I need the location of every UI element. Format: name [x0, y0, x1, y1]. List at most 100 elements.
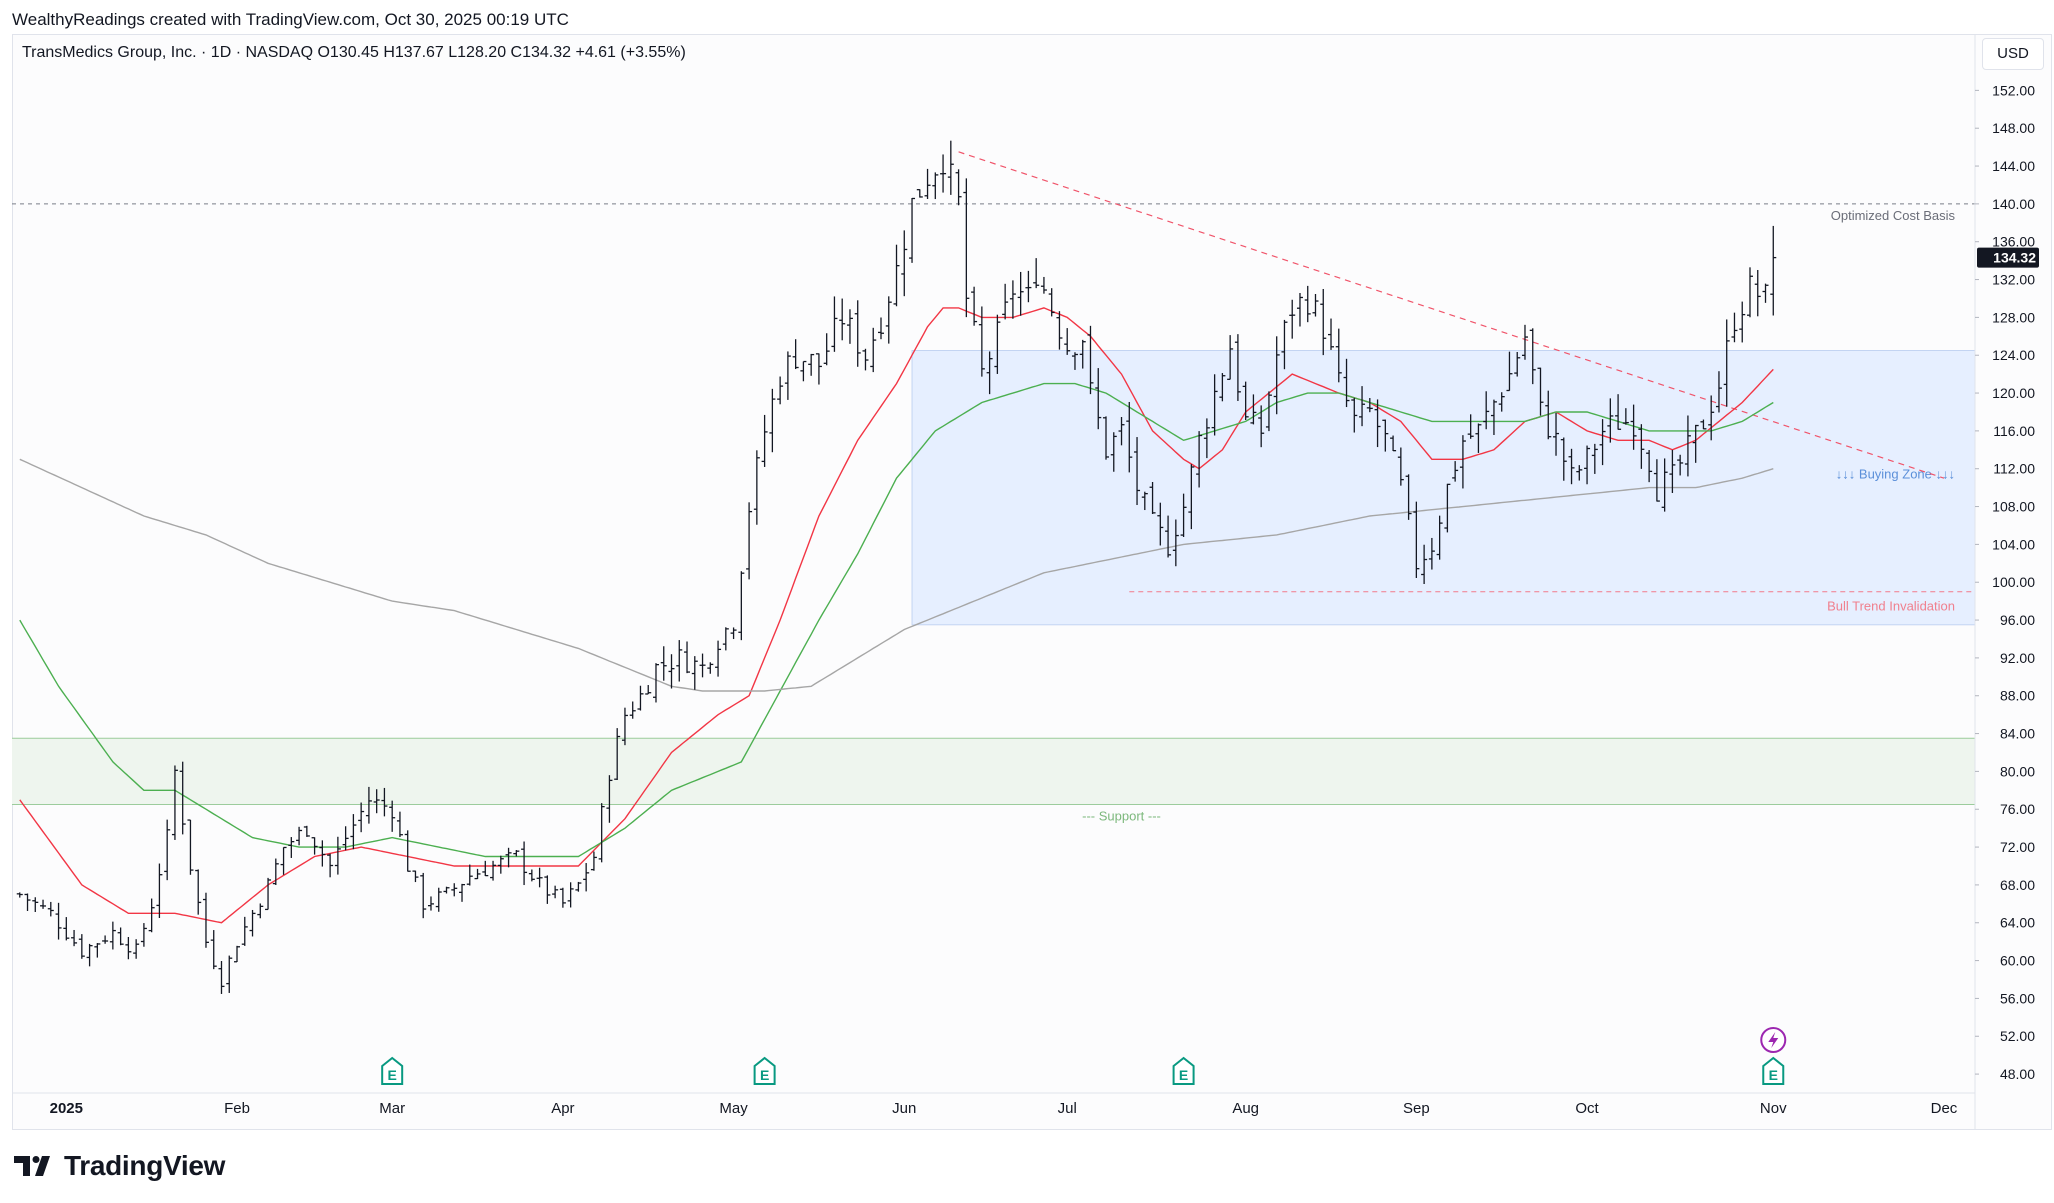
ohlc-bar: [272, 858, 279, 886]
ohlc-bar: [846, 309, 853, 344]
ohlc-bar: [753, 450, 760, 525]
ohlc-bar: [784, 351, 791, 400]
ohlc-bar: [1289, 299, 1296, 339]
ohlc-bar: [94, 943, 101, 958]
ohlc-bar: [226, 955, 233, 993]
ohlc-bar: [497, 855, 504, 874]
ohlc-bar: [893, 244, 900, 307]
ohlc-bar: [1490, 399, 1497, 436]
ohlc-bar: [1723, 319, 1730, 407]
ohlc-bar: [78, 934, 85, 959]
ohlc-bar: [257, 903, 264, 919]
ohlc-bar: [800, 360, 807, 382]
ohlc-bar: [1188, 464, 1195, 530]
ohlc-bar: [1033, 258, 1040, 289]
price-tick-label: 96.00: [2000, 612, 2035, 628]
tradingview-logo-text: TradingView: [64, 1150, 226, 1181]
ohlc-bar: [652, 663, 659, 703]
ohlc-bar: [133, 939, 140, 959]
ohlc-bar: [1002, 283, 1009, 320]
time-tick-label: Jun: [892, 1100, 916, 1117]
ohlc-bar: [1071, 352, 1078, 370]
currency-button[interactable]: USD: [1982, 38, 2044, 70]
price-tick-label: 72.00: [2000, 839, 2035, 855]
price-tick-label: 144.00: [1992, 158, 2035, 174]
ohlc-bar: [1304, 285, 1311, 323]
ohlc-bar: [575, 881, 582, 892]
price-tick-label: 124.00: [1992, 347, 2035, 363]
ohlc-bars: [16, 140, 1777, 994]
buying-zone-label: ↓↓↓ Buying Zone ↓↓↓: [1836, 466, 1955, 481]
price-tick-label: 48.00: [2000, 1066, 2035, 1082]
ohlc-bar: [32, 897, 39, 913]
price-tick-label: 108.00: [1992, 499, 2035, 515]
ohlc-bar: [715, 640, 722, 677]
ohlc-bar: [1421, 544, 1428, 585]
ohlc-bar: [1250, 394, 1257, 425]
ohlc-bar: [365, 786, 372, 824]
ohlc-bar: [676, 640, 683, 682]
ohlc-bar: [389, 800, 396, 832]
ohlc-bar: [1553, 413, 1560, 456]
time-tick-label: Aug: [1232, 1100, 1259, 1117]
ohlc-bar: [1219, 373, 1226, 402]
ohlc-bar: [1630, 404, 1637, 450]
ohlc-bar: [777, 376, 784, 405]
last-price-label: 134.32: [1993, 250, 2036, 266]
support-zone: [12, 738, 1975, 805]
time-tick-label: 2025: [50, 1100, 83, 1117]
ohlc-bar: [1335, 328, 1342, 383]
price-tick-label: 100.00: [1992, 574, 2035, 590]
ohlc-bar: [1646, 449, 1653, 483]
ohlc-bar: [940, 154, 947, 193]
price-tick-label: 84.00: [2000, 726, 2035, 742]
ohlc-bar: [288, 837, 295, 858]
ohlc-bar: [1095, 368, 1102, 430]
ohlc-bar: [234, 945, 241, 963]
price-tick-label: 148.00: [1992, 120, 2035, 136]
ohlc-bar: [1366, 398, 1373, 413]
ohlc-bar: [1351, 397, 1358, 433]
earnings-marker-label: E: [760, 1067, 769, 1083]
ohlc-bar: [327, 853, 334, 878]
earnings-marker-shape: [753, 1056, 776, 1085]
ohlc-bar: [1211, 374, 1218, 436]
ohlc-bar: [427, 896, 434, 911]
price-chart[interactable]: ↓↓↓ Buying Zone ↓↓↓ --- Support --- Optimi…: [0, 0, 2054, 1140]
ohlc-bar: [1459, 435, 1466, 489]
time-tick-label: Nov: [1760, 1100, 1787, 1117]
ohlc-bar: [1064, 328, 1071, 355]
ohlc-bar: [901, 230, 908, 297]
ohlc-bar: [1576, 465, 1583, 481]
ohlc-bar: [1312, 294, 1319, 317]
ohlc-bar: [1196, 431, 1203, 488]
ohlc-bar: [1537, 367, 1544, 416]
ohlc-bar: [1405, 474, 1412, 520]
ohlc-bar: [1436, 515, 1443, 560]
ohlc-bar: [1149, 481, 1156, 514]
ohlc-bar: [47, 901, 54, 917]
price-tick-label: 140.00: [1992, 196, 2035, 212]
last-price-tag: [1977, 247, 2039, 268]
price-tick-label: 76.00: [2000, 801, 2035, 817]
ohlc-bar: [1444, 483, 1451, 533]
ohlc-bar: [707, 662, 714, 674]
ohlc-bar: [1452, 461, 1459, 482]
ohlc-bar: [1413, 501, 1420, 578]
chart-credit: WealthyReadings created with TradingView…: [12, 10, 569, 29]
time-tick-label: Apr: [551, 1100, 574, 1117]
ohlc-bar: [1227, 335, 1234, 380]
ohlc-bar: [1498, 392, 1505, 412]
price-tick-label: 68.00: [2000, 877, 2035, 893]
ohlc-bar: [1374, 399, 1381, 448]
ohlc-bar: [947, 140, 954, 195]
ohlc-bar: [125, 936, 132, 960]
ohlc-bar: [885, 296, 892, 344]
ohlc-bar: [909, 197, 916, 263]
earnings-marker-icon: E: [381, 1056, 404, 1085]
ohlc-bar: [567, 882, 574, 908]
ohlc-bar: [808, 353, 815, 376]
optimized-cost-basis-label: Optimized Cost Basis: [1831, 208, 1956, 223]
ohlc-bar: [404, 830, 411, 872]
resistance-trendline: [958, 151, 1945, 479]
